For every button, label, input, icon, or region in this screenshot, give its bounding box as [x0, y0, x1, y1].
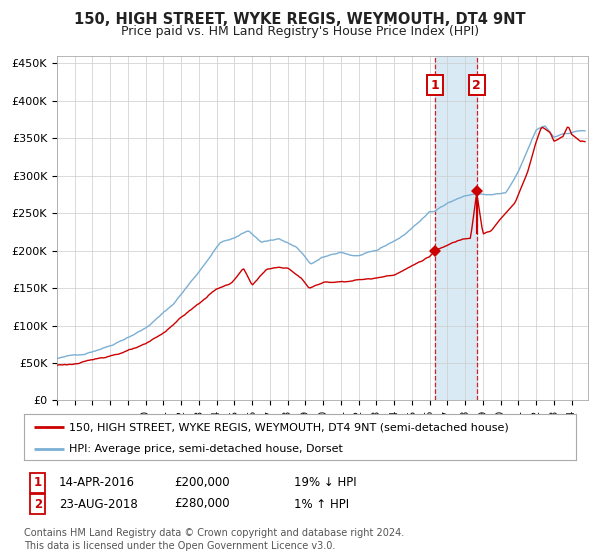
Text: £280,000: £280,000: [174, 497, 230, 511]
Text: 2: 2: [34, 497, 42, 511]
Text: 1: 1: [34, 476, 42, 489]
Text: 19% ↓ HPI: 19% ↓ HPI: [294, 476, 356, 489]
Text: 23-AUG-2018: 23-AUG-2018: [59, 497, 137, 511]
Text: 150, HIGH STREET, WYKE REGIS, WEYMOUTH, DT4 9NT (semi-detached house): 150, HIGH STREET, WYKE REGIS, WEYMOUTH, …: [69, 422, 509, 432]
Text: 14-APR-2016: 14-APR-2016: [59, 476, 135, 489]
Bar: [434, 56, 477, 400]
Text: 150, HIGH STREET, WYKE REGIS, WEYMOUTH, DT4 9NT: 150, HIGH STREET, WYKE REGIS, WEYMOUTH, …: [74, 12, 526, 27]
Text: HPI: Average price, semi-detached house, Dorset: HPI: Average price, semi-detached house,…: [69, 444, 343, 454]
Text: 1% ↑ HPI: 1% ↑ HPI: [294, 497, 349, 511]
Text: Contains HM Land Registry data © Crown copyright and database right 2024.
This d: Contains HM Land Registry data © Crown c…: [24, 528, 404, 550]
Text: £200,000: £200,000: [174, 476, 230, 489]
Text: Price paid vs. HM Land Registry's House Price Index (HPI): Price paid vs. HM Land Registry's House …: [121, 25, 479, 38]
Text: 1: 1: [430, 79, 439, 92]
Text: 2: 2: [472, 79, 481, 92]
